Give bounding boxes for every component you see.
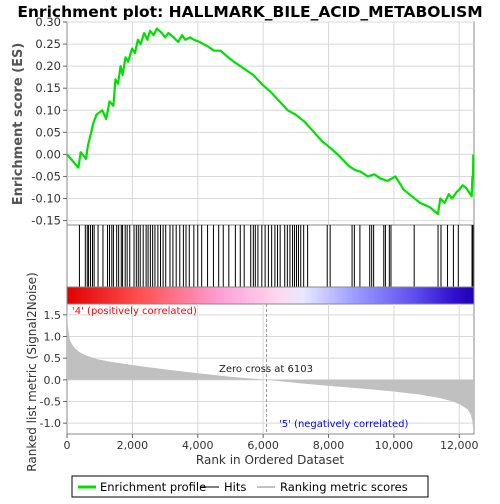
- hits-panel: [66, 224, 475, 288]
- es-y-tick-label: -0.05: [31, 169, 61, 183]
- legend-enrichment-label: Enrichment profile: [100, 480, 206, 494]
- legend: Enrichment profile Hits Ranking metric s…: [71, 475, 429, 498]
- es-y-tick-label: -0.10: [31, 192, 61, 206]
- es-gridlines: [67, 21, 474, 225]
- hits-panel-frame: [66, 224, 475, 288]
- hit-markers: [78, 225, 474, 287]
- es-y-tick-label: 0.15: [35, 81, 61, 95]
- ranking-panel: -1.0 -0.5 0.0 0.5 1.0 1.5 0 2,000 4,000 6,000 8,0…: [25, 272, 479, 471]
- es-y-tick-label: 0.00: [35, 147, 61, 161]
- legend-frame: [71, 475, 429, 498]
- es-y-tick-label: 0.20: [35, 59, 61, 73]
- es-panel: -0.15 -0.10 -0.05 0.00 0.05 0.10 0.15 0.20 0.25 0…: [11, 15, 475, 228]
- es-y-tick-label: 0.25: [35, 37, 61, 51]
- ranking-x-tick-label: 12,000: [440, 439, 479, 452]
- es-y-ticks: -0.15 -0.10 -0.05 0.00 0.05 0.10 0.15 0.20 0.25 0…: [31, 15, 67, 228]
- ranking-x-ticks: 0 2,000 4,000 6,000 8,000 10,000 12,000: [64, 434, 479, 452]
- chart-title: Enrichment plot: HALLMARK_BILE_ACID_META…: [17, 3, 482, 21]
- ranking-y-tick-label: 1.5: [44, 309, 62, 322]
- ranking-y-label: Ranked list metric (Signal2Noise): [25, 272, 39, 471]
- ranking-y-ticks: -1.0 -0.5 0.0 0.5 1.0 1.5: [40, 309, 67, 430]
- es-series: [66, 27, 475, 216]
- es-y-label: Enrichment score (ES): [11, 43, 26, 206]
- es-y-tick-label: 0.30: [35, 15, 61, 29]
- ranking-x-label: Rank in Ordered Dataset: [196, 453, 344, 467]
- enrichment-profile-line: [66, 27, 475, 216]
- ranking-y-tick-label: -0.5: [40, 396, 61, 409]
- ranking-x-tick-label: 2,000: [117, 439, 149, 452]
- zero-cross-label: Zero cross at 6103: [219, 364, 313, 375]
- ranking-x-tick-label: 8,000: [313, 439, 345, 452]
- ranking-y-tick-label: 0.0: [44, 374, 62, 387]
- es-y-tick-label: 0.10: [35, 103, 61, 117]
- ranking-x-tick-label: 6,000: [247, 439, 279, 452]
- positive-correlation-label: '4' (positively correlated): [72, 306, 197, 317]
- es-y-tick-label: 0.05: [35, 125, 61, 139]
- ranking-x-tick-label: 10,000: [375, 439, 414, 452]
- ranking-y-tick-label: -1.0: [40, 417, 61, 430]
- legend-hits-label: Hits: [224, 480, 246, 494]
- ranking-metric-area: [67, 308, 474, 432]
- ranking-y-tick-label: 0.5: [44, 352, 62, 365]
- rank-color-bar: [66, 286, 475, 305]
- ranking-x-tick-label: 0: [64, 439, 71, 452]
- ranking-x-tick-label: 4,000: [182, 439, 214, 452]
- es-panel-frame: [66, 21, 475, 226]
- ranking-y-tick-label: 1.0: [44, 331, 62, 344]
- legend-ranking-label: Ranking metric scores: [280, 480, 408, 494]
- es-y-tick-label: -0.15: [31, 214, 61, 228]
- negative-correlation-label: '5' (negatively correlated): [279, 419, 408, 430]
- ranking-series: [67, 308, 474, 432]
